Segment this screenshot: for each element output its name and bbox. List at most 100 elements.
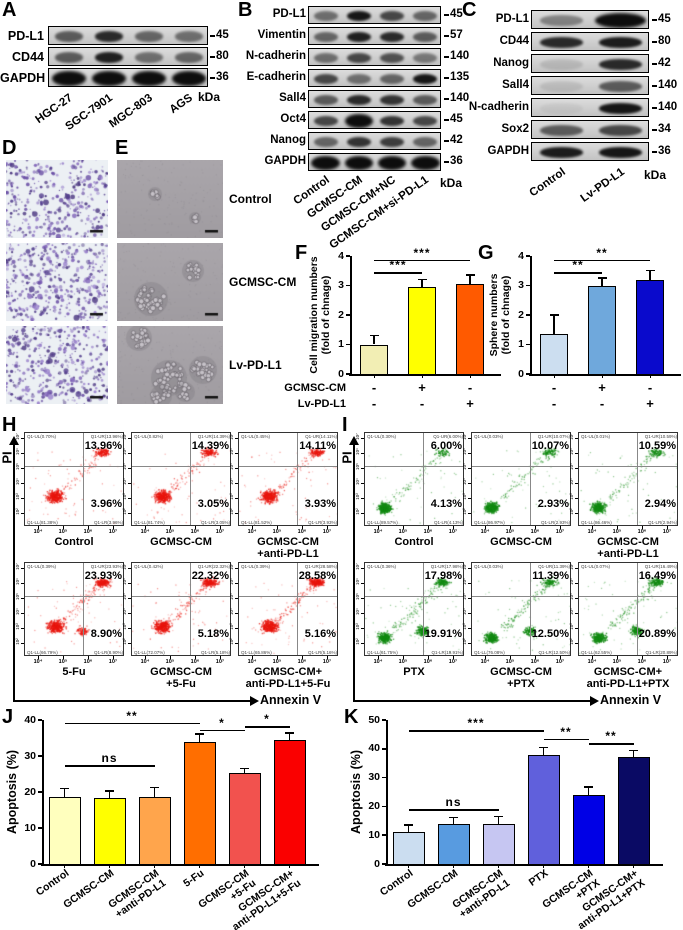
flow-condition-label: GCMSC-CM +anti-PD-L1 (257, 536, 319, 561)
x-tick (199, 864, 200, 868)
error-bar (108, 790, 111, 799)
flow-x-tick (88, 526, 89, 529)
band (540, 125, 583, 136)
band (599, 81, 642, 92)
marker-tick (652, 62, 657, 65)
flow-plot: Q1-UL(0.03%) Q1-UR(10.07%) Q1-LL(86.97%) Q1… (471, 432, 571, 526)
blot-row-label: PD-L1 (495, 12, 529, 25)
blot-row-label: N-cadherin (245, 50, 306, 62)
flow-y-tick-label: 10⁵ (569, 593, 574, 600)
flow-y-tick-label: 10⁵ (122, 593, 127, 600)
x-tick (588, 864, 589, 868)
flow-x-tick-label: 10⁶ (423, 659, 433, 665)
flow-y-tick (128, 613, 131, 614)
quadrant-label: Q1-UL(0.45%) (241, 434, 271, 439)
flow-y-tick-label: 10⁷ (15, 563, 20, 570)
error-bar-cap (195, 733, 204, 735)
flow-x-tick (485, 656, 486, 659)
flow-y-tick (21, 643, 24, 644)
flow-y-tick-label: 10³ (229, 623, 234, 630)
flow-x-tick-label: 10⁷ (108, 659, 118, 665)
flow-y-tick (128, 568, 131, 569)
error-bar-cap (369, 334, 379, 337)
flow-x-tick (592, 526, 593, 529)
flow-y-tick (468, 453, 471, 454)
quadrant-label: Q1-LR(3.05%) (200, 520, 230, 525)
quadrant-vline (83, 433, 84, 525)
quadrant-percentage-ur: 22.32% (191, 570, 229, 582)
flow-y-tick (575, 583, 578, 584)
treatment-row-label: GCMSC-CM (284, 382, 346, 394)
flow-y-tick-label: 10⁴ (229, 478, 234, 485)
quadrant-hline (365, 466, 463, 467)
marker-tick (444, 56, 449, 58)
flow-y-tick-label: 10³ (15, 493, 20, 500)
x-tick (373, 374, 375, 378)
panel-letter-h: H (2, 414, 17, 436)
blot-row-label: CD44 (499, 34, 529, 47)
band (595, 13, 646, 28)
flow-y-tick-label: 10² (355, 638, 360, 645)
flow-y-tick (361, 628, 364, 629)
treatment-value: + (418, 380, 426, 395)
quadrant-percentage-lr: 2.94% (644, 498, 676, 510)
band (380, 137, 405, 147)
flow-y-tick-label: 10⁵ (355, 593, 360, 600)
error-bar (243, 768, 246, 773)
blot-band-box (48, 68, 208, 87)
band (51, 71, 87, 86)
error-bar-cap (240, 767, 249, 769)
quadrant-percentage-ur: 23.93% (84, 570, 122, 582)
flow-y-tick-label: 10⁶ (122, 448, 127, 455)
flow-y-tick (361, 453, 364, 454)
flow-x-tick-label: 10⁷ (322, 529, 332, 535)
pi-axis-label: PI (339, 451, 355, 464)
quadrant-percentage-lr: 3.05% (197, 498, 229, 510)
bar (588, 285, 616, 374)
flow-y-tick-label: 10⁵ (569, 463, 574, 470)
y-tick-label: 3 (338, 279, 344, 291)
marker-tick (444, 161, 449, 163)
x-tick (633, 864, 634, 868)
flow-y-tick (468, 438, 471, 439)
flow-y-tick (128, 513, 131, 514)
band (313, 95, 338, 105)
x-tick (154, 864, 155, 868)
band (380, 116, 405, 126)
flow-y-tick (361, 568, 364, 569)
flow-y-tick-label: 10⁷ (15, 433, 20, 440)
flow-y-tick (575, 468, 578, 469)
flow-y-tick-label: 10² (15, 508, 20, 515)
flow-plot: Q1-UL(0.36%) Q1-UR(17.98%) Q1-LL(61.75%) Q1… (364, 562, 464, 656)
quadrant-label: Q1-UR(22.32%) (197, 564, 230, 569)
flow-y-tick-label: 10² (569, 508, 574, 515)
marker-label: 45 (450, 113, 463, 125)
quadrant-hline (239, 466, 337, 467)
y-tick (38, 827, 42, 829)
band (599, 125, 642, 136)
quadrant-label: Q1-LL(89.57%) (367, 520, 398, 525)
quadrant-label: Q1-LR(5.18%) (200, 650, 230, 655)
flow-y-tick-label: 10³ (569, 493, 574, 500)
quadrant-vline (423, 563, 424, 655)
quadrant-label: Q1-LR(12.50%) (538, 650, 570, 655)
flow-y-tick (235, 583, 238, 584)
flow-x-tick-label: 10⁷ (108, 529, 118, 535)
flow-y-tick-label: 10³ (355, 623, 360, 630)
flow-x-tick-label: 10⁴ (247, 659, 257, 665)
flow-x-tick-label: 10⁵ (505, 529, 515, 535)
blot-row-label: PD-L1 (272, 8, 306, 20)
flow-y-tick (468, 498, 471, 499)
blot-row-label: GAPDH (264, 155, 306, 167)
quadrant-hline (132, 466, 230, 467)
quadrant-percentage-ur: 16.49% (638, 570, 676, 582)
sphere-image-label: GCMSC-CM (229, 275, 297, 289)
y-tick-label: 2 (518, 308, 524, 321)
sig-label: *** (413, 245, 431, 260)
panel-letter-a: A (2, 0, 17, 21)
flow-condition-label: GCMSC-CM +5-Fu (150, 666, 212, 691)
flow-y-tick (128, 498, 131, 499)
blot-row-label: Vimentin (257, 29, 306, 41)
y-axis-line (350, 256, 352, 376)
blot-band-box (531, 54, 649, 73)
